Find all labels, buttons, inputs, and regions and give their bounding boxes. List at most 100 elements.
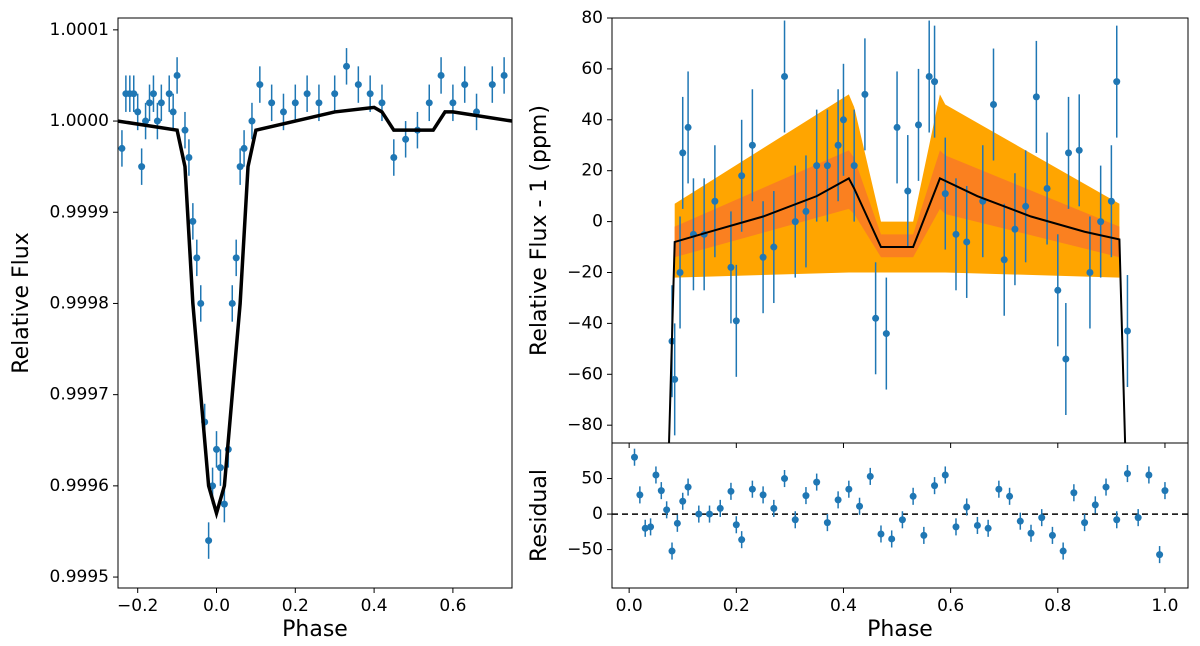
- x-tick-label: 0.4: [361, 596, 388, 616]
- data-point: [823, 162, 831, 170]
- data-point: [1022, 202, 1030, 210]
- x-tick-label: 0.2: [282, 596, 309, 616]
- y-tick-label: 0.9996: [50, 476, 109, 496]
- data-point: [331, 90, 339, 98]
- data-point: [759, 491, 767, 499]
- data-point: [1016, 517, 1024, 525]
- y-tick-label: 60: [581, 59, 603, 79]
- y-tick-label: 1.0001: [50, 20, 109, 40]
- data-point: [882, 330, 890, 338]
- data-point: [684, 483, 692, 491]
- data-point: [727, 487, 735, 495]
- data-point: [402, 135, 410, 143]
- data-point: [877, 530, 885, 538]
- data-point: [989, 101, 997, 109]
- y-tick-label: −60: [567, 364, 603, 384]
- y-tick-label: 0.9998: [50, 293, 109, 313]
- data-point: [802, 492, 810, 500]
- data-point: [984, 524, 992, 532]
- data-point: [157, 99, 165, 107]
- y-axis-label: Relative Flux - 1 (ppm): [527, 105, 552, 356]
- data-point: [1075, 146, 1083, 154]
- data-point: [240, 144, 248, 152]
- data-point: [1006, 492, 1014, 500]
- model-line: [668, 176, 1127, 443]
- data-point: [695, 510, 703, 518]
- data-point: [303, 90, 311, 98]
- data-point: [657, 487, 665, 495]
- data-point: [118, 144, 126, 152]
- data-point: [315, 99, 323, 107]
- data-point: [461, 81, 469, 89]
- data-point: [437, 71, 445, 79]
- data-point: [390, 154, 398, 162]
- data-point: [1134, 514, 1142, 522]
- data-point: [1102, 483, 1110, 491]
- data-point: [213, 445, 220, 453]
- data-point: [1059, 547, 1067, 555]
- data-point: [181, 126, 189, 134]
- confidence-band: [674, 94, 1120, 278]
- data-point: [216, 464, 224, 472]
- data-point: [941, 190, 949, 198]
- data-point: [676, 268, 684, 276]
- x-tick-label: 1.0: [1151, 596, 1178, 616]
- y-tick-label: 0: [592, 212, 603, 232]
- data-point: [1054, 286, 1062, 294]
- data-point: [173, 71, 181, 79]
- data-point: [671, 375, 679, 383]
- x-tick-label: 0.4: [830, 596, 857, 616]
- data-point: [631, 453, 639, 461]
- x-tick-label: 0.8: [1044, 596, 1071, 616]
- data-point: [1123, 470, 1131, 478]
- data-point: [130, 90, 138, 98]
- data-point: [759, 253, 767, 261]
- y-tick-label: −20: [567, 262, 603, 282]
- data-point: [248, 117, 256, 125]
- data-point: [738, 172, 746, 180]
- data-point: [500, 71, 508, 79]
- data-point: [834, 141, 842, 149]
- data-point: [1145, 471, 1153, 479]
- data-point: [909, 492, 917, 500]
- data-point: [1091, 501, 1099, 509]
- x-axis-label: Phase: [867, 617, 933, 642]
- data-point: [256, 81, 264, 89]
- data-point: [636, 491, 644, 499]
- data-point: [220, 500, 228, 508]
- data-point: [1048, 531, 1056, 539]
- data-point: [748, 141, 756, 149]
- data-point: [781, 73, 789, 81]
- axes-frame: [611, 442, 1189, 589]
- data-point: [663, 506, 671, 514]
- data-point: [1156, 551, 1164, 559]
- plot-area: [668, 20, 1131, 443]
- data-point: [931, 78, 939, 86]
- data-point: [236, 163, 244, 171]
- y-tick-label: −50: [567, 540, 603, 560]
- data-point: [823, 519, 831, 527]
- y-tick-label: 0.9997: [50, 385, 109, 405]
- data-point: [647, 523, 655, 531]
- data-point: [197, 299, 205, 307]
- data-point: [732, 317, 740, 325]
- data-point: [268, 99, 276, 107]
- data-point: [904, 187, 912, 195]
- data-point: [366, 90, 374, 98]
- data-point: [1043, 185, 1051, 193]
- y-tick-label: 40: [581, 110, 603, 130]
- data-point: [898, 516, 906, 524]
- data-point: [1113, 516, 1121, 524]
- data-point: [146, 99, 154, 107]
- data-point: [1000, 256, 1008, 264]
- data-point: [673, 519, 681, 527]
- data-point: [449, 99, 457, 107]
- data-point: [952, 230, 960, 238]
- data-point: [839, 116, 847, 124]
- x-tick-label: 0.0: [616, 596, 643, 616]
- data-point: [425, 99, 433, 107]
- x-tick-label: −0.2: [117, 596, 158, 616]
- y-tick-label: −80: [567, 415, 603, 435]
- data-point: [893, 123, 901, 131]
- data-point: [866, 472, 874, 480]
